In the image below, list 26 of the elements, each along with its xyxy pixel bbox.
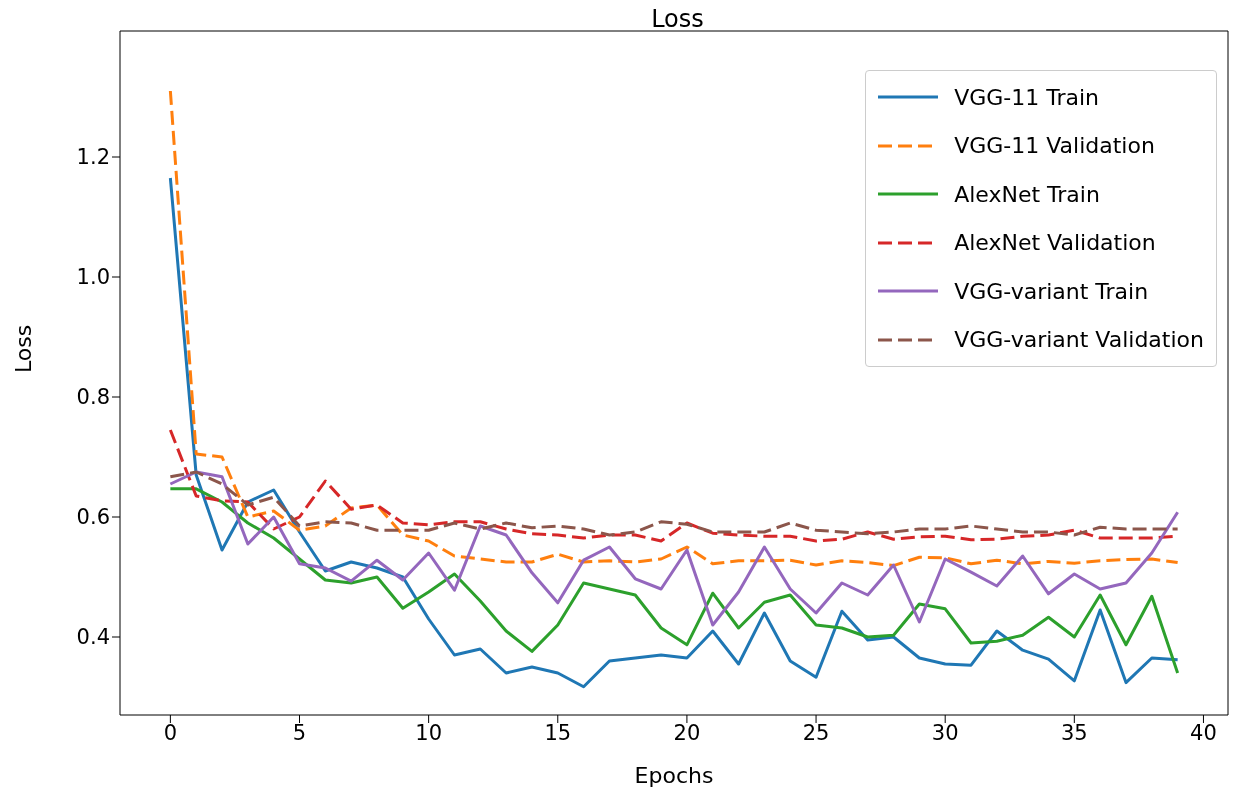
x-tick-label: 15 [544,720,572,745]
y-axis-title: Loss [10,324,36,373]
x-tick-label: 35 [1060,720,1088,745]
y-tick-label: 0.8 [76,385,110,410]
chart-title: Loss [650,5,705,33]
line-series [168,470,1180,627]
legend-label: VGG-11 Validation [954,133,1155,159]
legend-label: VGG-variant Validation [954,327,1204,353]
x-tick-label: 10 [415,720,443,745]
x-tick-label: 30 [931,720,959,745]
x-tick-label: 5 [292,720,307,745]
x-axis-title: Epochs [634,763,714,788]
x-tick-label: 20 [673,720,701,745]
y-tick-label: 1.2 [76,145,110,170]
x-tick-label: 25 [802,720,830,745]
line-series [168,470,1180,537]
x-tick-label: 40 [1190,720,1217,745]
y-tick-label: 0.4 [76,625,110,650]
legend-label: VGG-11 Train [954,84,1100,110]
y-tick-label: 0.6 [76,505,110,530]
legend-label: AlexNet Train [954,181,1100,207]
line-series [168,487,1180,675]
x-tick-label: 0 [163,720,178,745]
legend-label: AlexNet Validation [954,230,1156,256]
legend-label: VGG-variant Train [954,278,1149,304]
y-tick-label: 1.0 [76,265,110,290]
